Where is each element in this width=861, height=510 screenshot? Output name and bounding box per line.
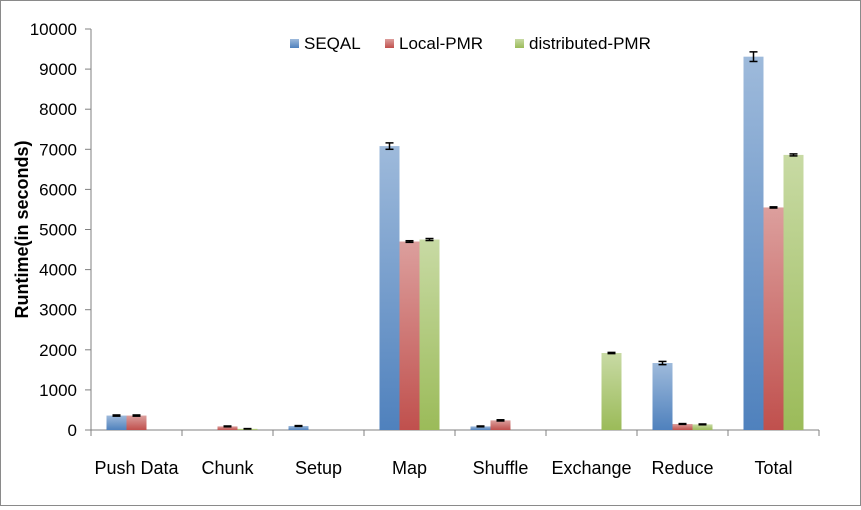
y-axis-title: Runtime(in seconds) bbox=[12, 140, 32, 318]
y-tick-label: 3000 bbox=[39, 301, 77, 320]
y-tick-label: 7000 bbox=[39, 140, 77, 159]
error-bar bbox=[497, 420, 505, 421]
y-tick-label: 2000 bbox=[39, 341, 77, 360]
y-tick-label: 5000 bbox=[39, 221, 77, 240]
bar-local-pmr-shuffle bbox=[491, 420, 511, 430]
bar-distributed-pmr-map bbox=[420, 240, 440, 430]
y-tick-label: 6000 bbox=[39, 180, 77, 199]
bars-layer bbox=[107, 52, 804, 430]
bar-distributed-pmr-total bbox=[784, 155, 804, 430]
y-tick-label: 4000 bbox=[39, 261, 77, 280]
x-category-label: Exchange bbox=[551, 458, 631, 478]
bar-local-pmr-map bbox=[400, 242, 420, 430]
error-bar bbox=[477, 426, 485, 427]
bar-distributed-pmr-exchange bbox=[602, 353, 622, 430]
y-tick-label: 9000 bbox=[39, 60, 77, 79]
x-category-label: Chunk bbox=[201, 458, 254, 478]
x-category-label: Shuffle bbox=[473, 458, 529, 478]
legend-swatch bbox=[290, 39, 299, 48]
x-category-label: Push Data bbox=[94, 458, 179, 478]
y-tick-label: 8000 bbox=[39, 100, 77, 119]
error-bar bbox=[133, 415, 141, 416]
error-bar bbox=[679, 424, 687, 425]
error-bar bbox=[770, 207, 778, 208]
axis-layer bbox=[85, 29, 819, 436]
legend-label: SEQAL bbox=[304, 34, 361, 53]
legend-item: SEQAL bbox=[290, 34, 361, 53]
x-category-label: Map bbox=[392, 458, 427, 478]
x-category-label: Setup bbox=[295, 458, 342, 478]
error-bar bbox=[295, 426, 303, 427]
legend-label: Local-PMR bbox=[399, 34, 483, 53]
bar-seqal-total bbox=[744, 57, 764, 430]
legend-item: distributed-PMR bbox=[515, 34, 651, 53]
bar-seqal-push-data bbox=[107, 416, 127, 430]
legend: SEQAL Local-PMR distributed-PMR bbox=[290, 34, 651, 53]
x-category-label: Total bbox=[754, 458, 792, 478]
legend-label: distributed-PMR bbox=[529, 34, 651, 53]
bar-local-pmr-push-data bbox=[127, 416, 147, 430]
bar-seqal-reduce bbox=[653, 363, 673, 430]
error-bar bbox=[224, 426, 232, 427]
x-category-label: Reduce bbox=[651, 458, 713, 478]
y-tick-label: 10000 bbox=[30, 20, 77, 39]
error-bar bbox=[113, 415, 121, 416]
legend-swatch bbox=[385, 39, 394, 48]
bar-seqal-map bbox=[380, 146, 400, 430]
error-bar bbox=[608, 352, 616, 353]
y-tick-label: 1000 bbox=[39, 381, 77, 400]
legend-swatch bbox=[515, 39, 524, 48]
bar-local-pmr-total bbox=[764, 207, 784, 430]
legend-item: Local-PMR bbox=[385, 34, 483, 53]
error-bar bbox=[699, 424, 707, 425]
y-tick-label: 0 bbox=[68, 421, 77, 440]
